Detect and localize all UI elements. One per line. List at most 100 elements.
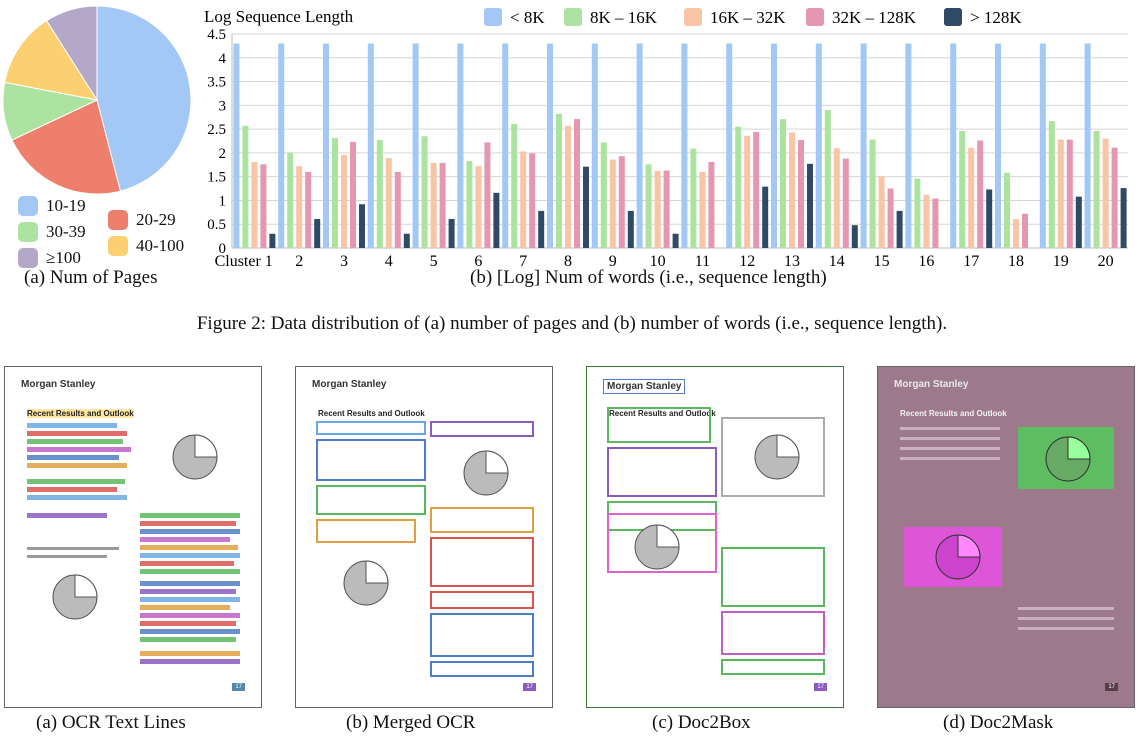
x-tick-label: Cluster 1 <box>215 253 273 270</box>
y-tick-label: 1 <box>219 193 227 209</box>
x-tick-label: 8 <box>564 253 572 270</box>
bar <box>1013 218 1019 248</box>
bar <box>466 160 473 248</box>
doc-pie-icon <box>463 450 509 496</box>
bar <box>493 192 500 248</box>
pie-legend-item: 20-29 <box>108 210 176 230</box>
bar <box>878 176 885 248</box>
bar <box>986 189 993 248</box>
bar <box>690 148 697 248</box>
bar <box>403 233 410 248</box>
bar <box>439 162 446 248</box>
pie-legend-item: 30-39 <box>18 222 86 242</box>
y-tick-label: 4 <box>219 51 227 67</box>
bar <box>914 178 921 248</box>
bar <box>735 126 742 248</box>
caption-merged-ocr: (b) Merged OCR <box>346 712 476 733</box>
y-tick-label: 2 <box>219 146 227 162</box>
bar <box>977 140 984 248</box>
y-tick-label: 0 <box>219 241 227 257</box>
legend-swatch <box>108 236 128 256</box>
legend-label: 32K – 128K <box>832 8 917 27</box>
bar <box>995 43 1001 249</box>
bar <box>1120 188 1127 248</box>
bar <box>842 158 849 248</box>
bar <box>314 218 321 248</box>
bar <box>421 136 428 248</box>
bar <box>681 43 688 249</box>
legend-swatch <box>944 8 962 26</box>
y-tick-label: 4.5 <box>207 27 226 43</box>
legend-label: 16K – 32K <box>710 8 786 27</box>
doc-pie-icon <box>935 534 981 580</box>
x-tick-label: 7 <box>519 253 527 270</box>
x-tick-label: 5 <box>430 253 438 270</box>
pie-slice-≥100 <box>45 5 98 102</box>
bar <box>591 43 598 249</box>
y-tick-label: 3 <box>219 98 227 114</box>
caption-ocr-lines: (a) OCR Text Lines <box>36 712 186 733</box>
x-tick-label: 4 <box>385 253 393 270</box>
doc-pie-icon <box>343 560 389 606</box>
pie-slice-40-100 <box>4 19 99 101</box>
doc-pie-icon <box>634 524 680 570</box>
bar <box>923 194 930 248</box>
bar <box>609 159 616 248</box>
bar <box>663 170 670 248</box>
bar <box>520 151 527 248</box>
doc-heading: Recent Results and Outlook <box>609 409 716 418</box>
bar <box>824 110 831 248</box>
legend-swatch <box>806 8 824 26</box>
legend-label: 30-39 <box>46 222 86 241</box>
bar <box>574 119 580 248</box>
x-tick-label: 2 <box>295 253 303 270</box>
bar <box>968 147 975 248</box>
caption-doc2mask: (d) Doc2Mask <box>943 712 1054 733</box>
doc-page-number: 17 <box>232 683 245 691</box>
x-tick-label: 9 <box>609 253 617 270</box>
pie-legend: 10-19 20-29 30-39 40-100 ≥100 <box>0 196 200 268</box>
bar <box>287 152 294 248</box>
bar <box>251 161 258 248</box>
bar <box>1022 213 1028 248</box>
legend-swatch <box>18 248 38 268</box>
bar <box>959 131 966 248</box>
bar <box>1004 172 1010 248</box>
legend-swatch <box>18 222 38 242</box>
bar <box>798 140 804 248</box>
bar <box>394 171 401 248</box>
bar <box>762 186 769 248</box>
doc-logo: Morgan Stanley <box>21 379 96 390</box>
bar <box>627 210 634 248</box>
bar <box>296 166 303 248</box>
bar <box>1039 43 1046 249</box>
x-tick-label: 12 <box>739 253 755 270</box>
bar <box>1075 196 1082 248</box>
bar <box>833 148 840 248</box>
bar <box>484 142 491 248</box>
doc-page-number: 17 <box>814 683 827 691</box>
legend-label: < 8K <box>510 8 545 27</box>
bar <box>412 43 419 249</box>
bar <box>1057 139 1064 248</box>
bar <box>233 43 240 249</box>
bar <box>699 171 706 248</box>
bar <box>269 233 276 248</box>
x-tick-label: 19 <box>1053 253 1069 270</box>
x-tick-label: 3 <box>340 253 348 270</box>
doc-panel-doc2box: Morgan Stanley Recent Results and Outloo… <box>586 366 844 708</box>
doc-heading: Recent Results and Outlook <box>27 409 134 418</box>
bar <box>242 125 249 248</box>
bar <box>807 163 813 248</box>
legend-swatch <box>564 8 582 26</box>
legend-swatch <box>18 196 38 216</box>
x-tick-label: 16 <box>918 253 934 270</box>
pie-legend-item: ≥100 <box>18 248 81 268</box>
bar <box>583 166 589 248</box>
doc-logo: Morgan Stanley <box>894 379 969 390</box>
bar <box>538 210 545 248</box>
bar <box>1084 43 1091 249</box>
y-tick-label: 0.5 <box>207 217 226 233</box>
bar <box>645 164 652 248</box>
legend-swatch <box>108 210 128 230</box>
